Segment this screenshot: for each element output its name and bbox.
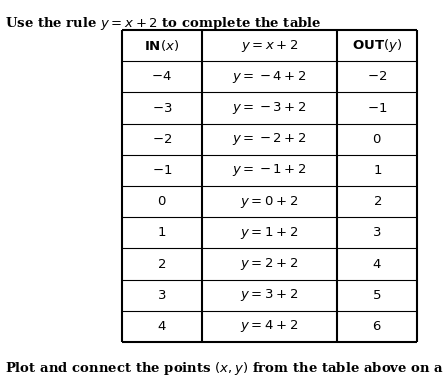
Text: $\mathbf{IN}(x)$: $\mathbf{IN}(x)$ — [144, 38, 179, 53]
Text: $4$: $4$ — [157, 320, 166, 333]
Text: Plot and connect the points $(x, y)$ from the table above on a graph: Plot and connect the points $(x, y)$ fro… — [5, 360, 445, 377]
Text: $5$: $5$ — [372, 289, 382, 302]
Text: $y = -1 + 2$: $y = -1 + 2$ — [232, 162, 307, 178]
Text: Use the rule $y = x + 2$ to complete the table: Use the rule $y = x + 2$ to complete the… — [5, 15, 322, 32]
Text: $1$: $1$ — [372, 164, 382, 177]
Text: $-1$: $-1$ — [367, 101, 387, 115]
Text: $4$: $4$ — [372, 257, 382, 270]
Text: $-3$: $-3$ — [152, 101, 172, 115]
Text: $3$: $3$ — [157, 289, 166, 302]
Text: $0$: $0$ — [157, 195, 166, 208]
Text: $2$: $2$ — [372, 195, 382, 208]
Text: $y = 3 + 2$: $y = 3 + 2$ — [240, 287, 299, 303]
Text: $-4$: $-4$ — [151, 70, 172, 83]
Text: $y = 4 + 2$: $y = 4 + 2$ — [240, 318, 299, 334]
Text: $2$: $2$ — [157, 257, 166, 270]
Text: $y = -4 + 2$: $y = -4 + 2$ — [232, 69, 307, 85]
Text: $3$: $3$ — [372, 226, 382, 239]
Text: $y = x + 2$: $y = x + 2$ — [241, 38, 298, 54]
Text: $6$: $6$ — [372, 320, 382, 333]
Text: $y = 0 + 2$: $y = 0 + 2$ — [240, 193, 299, 210]
Text: $y = 1 + 2$: $y = 1 + 2$ — [240, 225, 299, 241]
Text: $-1$: $-1$ — [152, 164, 172, 177]
Text: $1$: $1$ — [157, 226, 166, 239]
Text: $-2$: $-2$ — [367, 70, 387, 83]
Text: $0$: $0$ — [372, 133, 382, 146]
Text: $y = 2 + 2$: $y = 2 + 2$ — [240, 256, 299, 272]
Text: $y = -2 + 2$: $y = -2 + 2$ — [232, 131, 307, 147]
Text: $y = -3 + 2$: $y = -3 + 2$ — [232, 100, 307, 116]
Text: $\mathbf{OUT}(y)$: $\mathbf{OUT}(y)$ — [352, 37, 402, 54]
Text: $-2$: $-2$ — [152, 133, 172, 146]
